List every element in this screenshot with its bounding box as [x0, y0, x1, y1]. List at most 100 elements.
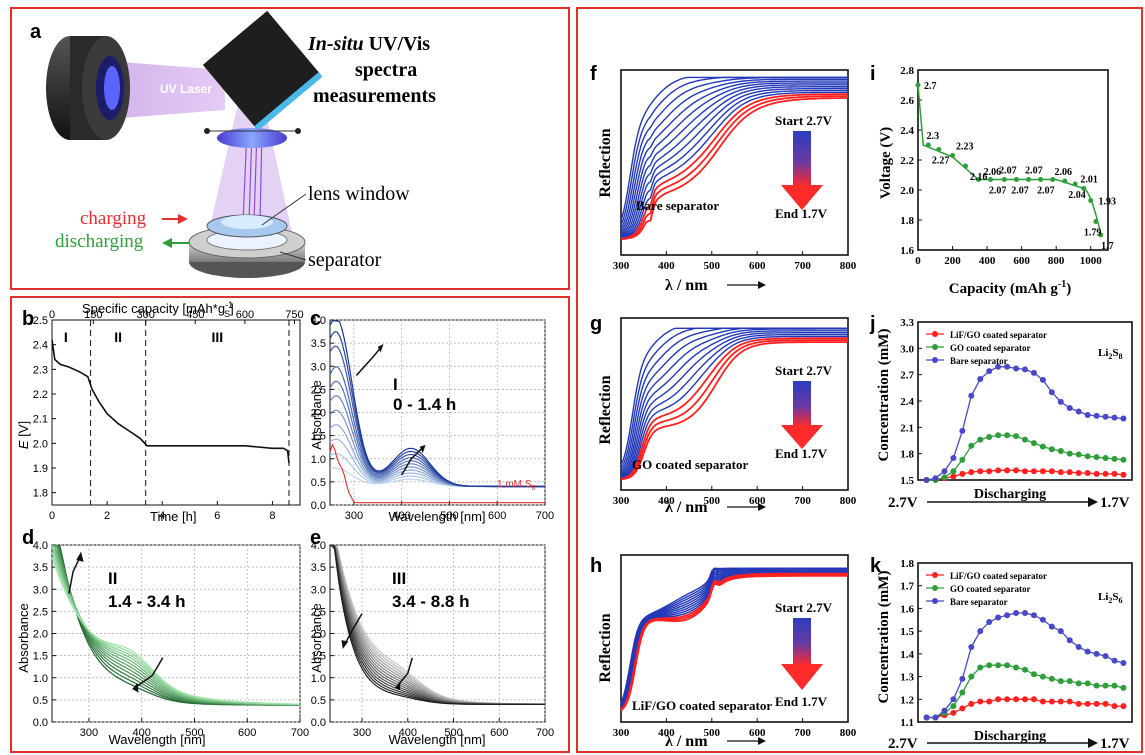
b-region-label: III — [211, 329, 223, 345]
k-axes-frame — [917, 562, 1133, 723]
g-xlabel: λ / nm — [665, 499, 708, 516]
e-xtick-label: 400 — [399, 727, 417, 739]
k-data-point — [1057, 678, 1064, 685]
i-xtick-label: 0 — [915, 255, 921, 267]
j-ytick-label: 2.7 — [900, 370, 914, 382]
j-data-point — [1066, 469, 1073, 476]
j-species: Li2S8 — [1098, 347, 1123, 361]
h-voltage-arrow-body — [793, 618, 811, 666]
j-data-point — [1120, 456, 1127, 463]
c-ytick-label: 2.0 — [311, 408, 326, 420]
d-ytick-label: 4.0 — [33, 540, 48, 552]
i-data-point — [975, 177, 981, 182]
k-data-point — [968, 673, 975, 680]
j-data-point — [1075, 469, 1082, 476]
k-data-point — [959, 689, 966, 696]
i-data-label: 2.27 — [932, 156, 950, 167]
k-data-point — [1084, 648, 1091, 655]
c-ytick-label: 3.5 — [311, 338, 326, 350]
k-data-point — [1111, 703, 1118, 710]
i-ylabel: Voltage (V) — [878, 127, 894, 199]
i-ytick-label: 2.2 — [900, 155, 914, 167]
c-ytick-label: 0.0 — [311, 500, 326, 512]
g-voltage-arrow-head — [781, 425, 823, 449]
k-data-point — [950, 709, 957, 716]
dynamic-charts: 0 2 4 6 81.81.92.02.12.22.32.42.5 0 150 300 450 6… — [33, 65, 1133, 739]
j-data-point — [1022, 366, 1028, 373]
c-region: I — [393, 375, 398, 394]
k-data-point — [1120, 684, 1127, 691]
title-line1: In-situ UV/Vis — [307, 33, 430, 55]
j-data-point — [1057, 469, 1064, 476]
j-right: 1.7V — [1100, 495, 1130, 511]
k-ytick-label: 1.6 — [900, 603, 914, 615]
j-data-point — [1111, 455, 1118, 462]
e-xtick-label: 700 — [536, 727, 554, 739]
k-data-point — [1102, 682, 1109, 689]
panel-a: a UV Laser — [30, 10, 436, 278]
b-xtick-label: 0 — [49, 510, 55, 522]
i-xtick-label: 200 — [944, 255, 961, 267]
b-xlabel: Time [h] — [150, 509, 196, 524]
k-data-point — [1084, 680, 1091, 687]
d-xtick-label: 400 — [133, 727, 151, 739]
j-species-sub1: 2 — [1108, 352, 1112, 361]
k-ytick-label: 1.3 — [900, 672, 914, 684]
k-data-point — [1004, 612, 1011, 619]
j-data-point — [1039, 376, 1046, 383]
b-ytick-label: 2.5 — [33, 315, 48, 327]
f-axes-frame — [620, 69, 849, 256]
i-data-label: 2.07 — [1037, 186, 1055, 197]
k-data-point — [1066, 637, 1073, 644]
e-ytick-label: 2.5 — [311, 606, 326, 618]
panel-label-g: g — [590, 313, 602, 335]
i-data-point — [1026, 177, 1032, 182]
i-xlabel-end: ) — [1066, 281, 1071, 297]
g-start: Start 2.7V — [775, 363, 833, 378]
k-data-point — [1093, 682, 1100, 689]
panel-label-e: e — [310, 527, 321, 549]
i-xtick-label: 600 — [1013, 255, 1030, 267]
k-data-point — [950, 703, 957, 710]
j-legend-label: LiF/GO coated separator — [950, 330, 1047, 340]
c-reference-s8 — [329, 443, 545, 504]
k-data-point — [1084, 700, 1091, 707]
k-data-point — [1066, 698, 1073, 705]
k-left: 2.7V — [888, 736, 918, 752]
f-spectrum — [620, 76, 848, 230]
j-data-point — [1048, 389, 1055, 396]
e-arrowhead-2 — [394, 681, 401, 691]
e-ytick-label: 0.5 — [311, 695, 326, 707]
k-data-point — [1075, 700, 1082, 707]
c-arrow-2 — [401, 446, 424, 476]
h-spectrum — [620, 567, 848, 705]
k-species-sub1: 2 — [1108, 596, 1112, 605]
f-ylabel: Reflection — [597, 128, 614, 197]
k-data-point — [1048, 675, 1055, 682]
d-region: II — [108, 569, 117, 588]
i-data-label: 2.04 — [1068, 190, 1086, 201]
j-data-point — [1057, 398, 1064, 405]
g-xtick-label: 600 — [749, 495, 766, 507]
d-ytick-label: 0.0 — [33, 717, 48, 729]
g-spectrum — [620, 328, 848, 477]
f-spectrum — [620, 86, 848, 238]
f-voltage-arrow-head — [781, 185, 823, 210]
g-spectrum — [620, 330, 848, 478]
laser-source-icon — [46, 36, 130, 140]
g-end: End 1.7V — [775, 446, 828, 461]
j-data-point — [941, 468, 948, 475]
c-arrowhead-1 — [377, 344, 384, 353]
d-arrow-2 — [135, 657, 164, 688]
j-ytick-label: 1.5 — [900, 475, 914, 487]
e-spectrum — [330, 545, 545, 705]
k-data-point — [1066, 678, 1073, 685]
b-ylabel-e: E — [16, 440, 31, 449]
c-ytick-label: 1.5 — [311, 431, 326, 443]
k-data-point — [977, 628, 984, 635]
e-xtick-label: 500 — [444, 727, 462, 739]
k-data-point — [1039, 616, 1046, 623]
j-species-s: S — [1112, 347, 1118, 359]
b-top-axis-label: Specific capacity [mAh*g-1 S] — [82, 300, 234, 319]
i-xlabel-main: Capacity (mAh g — [949, 281, 1059, 297]
